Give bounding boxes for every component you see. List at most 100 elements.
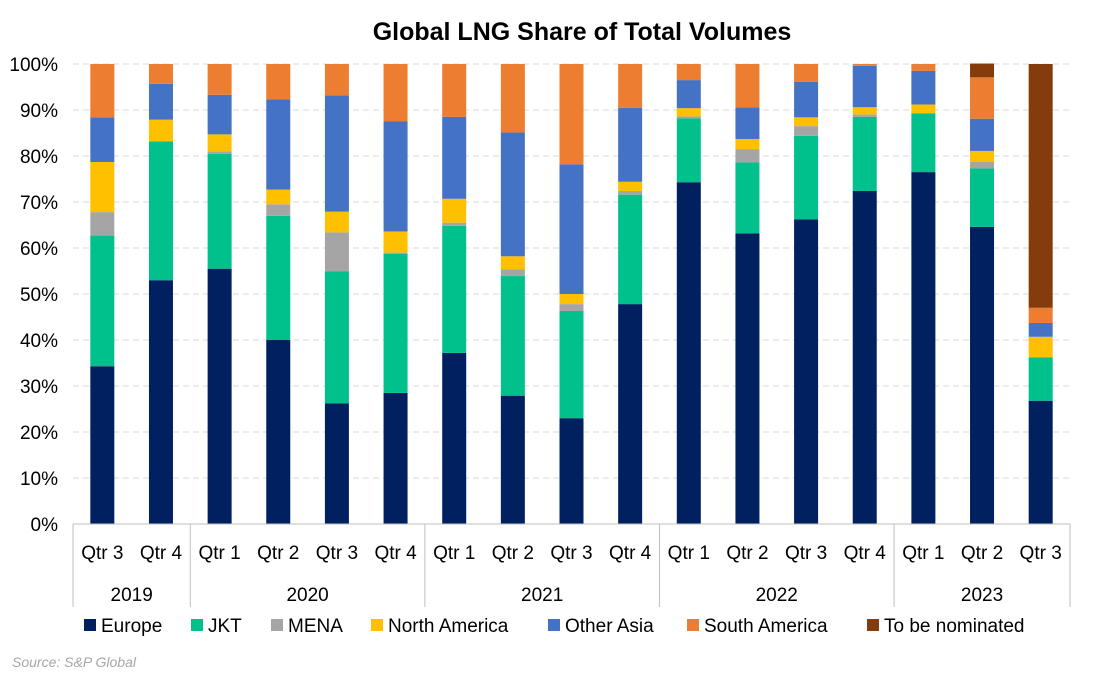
bar-segment — [90, 212, 115, 236]
source-note: Source: S&P Global — [12, 654, 137, 670]
bar-segment — [676, 182, 701, 524]
bar-segment — [794, 117, 819, 127]
bar-segment — [207, 134, 232, 152]
x-tick-label: Qtr 4 — [609, 543, 652, 564]
x-tick-label: Qtr 4 — [140, 543, 183, 564]
y-tick-label: 40% — [20, 331, 58, 352]
y-tick-label: 50% — [20, 285, 58, 306]
bar-segment — [852, 64, 877, 66]
bar-segment — [148, 119, 173, 142]
bar-segment — [383, 252, 408, 254]
bar-segment — [90, 366, 115, 524]
bar-segment — [559, 164, 584, 294]
bar-segment — [676, 118, 701, 183]
bar-segment — [970, 63, 995, 78]
bar-segment — [970, 226, 995, 524]
x-tick-label: Qtr 1 — [668, 543, 710, 564]
bar-segment — [735, 149, 760, 163]
bar-segment — [207, 94, 232, 135]
chart-title: Global LNG Share of Total Volumes — [373, 18, 792, 46]
legend-label: South America — [704, 616, 828, 637]
bar-segment — [207, 268, 232, 524]
x-tick-label: Qtr 4 — [844, 543, 887, 564]
x-group-label: 2022 — [756, 585, 798, 606]
bar-segment — [970, 77, 995, 119]
legend: Europe JKT MENA North America Other Asia Sout… — [84, 616, 1025, 637]
x-tick-label: Qtr 1 — [199, 543, 241, 564]
bar-segment — [618, 190, 643, 195]
bar-segment — [383, 253, 408, 393]
bar-segment — [383, 392, 408, 524]
legend-swatch — [84, 619, 96, 631]
legend-swatch — [548, 619, 560, 631]
legend-swatch — [191, 619, 203, 631]
x-group-label: 2019 — [111, 585, 153, 606]
bar-segment — [970, 168, 995, 227]
bar-segment — [852, 114, 877, 117]
y-tick-label: 30% — [20, 377, 58, 398]
bar-segment — [1028, 64, 1053, 308]
legend-item: JKT — [191, 616, 242, 637]
y-tick-label: 60% — [20, 239, 58, 260]
bar-segment — [148, 141, 173, 281]
y-tick-label: 20% — [20, 423, 58, 444]
bar-segment — [500, 269, 525, 277]
bar-segment — [500, 132, 525, 257]
legend-label: MENA — [288, 616, 343, 637]
bar-segment — [90, 64, 115, 118]
legend-swatch — [271, 619, 283, 631]
bar-segment — [618, 181, 643, 191]
legend-item: MENA — [271, 616, 343, 637]
bar-segment — [794, 135, 819, 220]
bar-segment — [911, 113, 936, 173]
bar-segment — [442, 64, 467, 117]
bar-segment — [676, 64, 701, 81]
legend-item: North America — [371, 616, 509, 637]
bar-segment — [266, 215, 291, 340]
bar-segment — [1028, 336, 1053, 358]
bar-segment — [442, 222, 467, 226]
bar-segment — [324, 232, 349, 272]
x-tick-label: Qtr 3 — [1020, 543, 1062, 564]
x-tick-label: Qtr 3 — [550, 543, 592, 564]
bar-segment — [148, 280, 173, 524]
legend-swatch — [867, 619, 879, 631]
bar-segment — [442, 198, 467, 223]
y-tick-label: 100% — [9, 55, 58, 76]
bar-segment — [90, 235, 115, 367]
bar-segment — [794, 126, 819, 136]
y-axis: 0% 10% 20% 30% 40% 50% 60% 70% 80% 90% 100% — [9, 55, 58, 536]
legend-label: JKT — [208, 616, 242, 637]
bar-segment — [559, 294, 584, 305]
legend-swatch — [687, 619, 699, 631]
x-group-label: 2021 — [521, 585, 563, 606]
x-tick-label: Qtr 2 — [726, 543, 768, 564]
bar-segment — [442, 116, 467, 199]
bar-segment — [852, 65, 877, 108]
bar-segment — [794, 81, 819, 118]
x-tick-label: Qtr 3 — [785, 543, 827, 564]
bar-segment — [207, 151, 232, 154]
legend-label: To be nominated — [884, 616, 1025, 637]
legend-label: North America — [388, 616, 509, 637]
bar-segment — [500, 64, 525, 133]
x-axis: Qtr 3 Qtr 4 Qtr 1 Qtr 2 Qtr 3 Qtr 4 Qtr 1 Qtr 2… — [72, 523, 1071, 607]
bar-segment — [735, 233, 760, 524]
bar-segment — [148, 83, 173, 120]
bar-segment — [207, 64, 232, 95]
bar-segment — [148, 64, 173, 84]
bar-segment — [676, 80, 701, 109]
bar-segment — [266, 204, 291, 216]
x-tick-label: Qtr 3 — [316, 543, 358, 564]
bar-segment — [559, 304, 584, 312]
bar-segment — [559, 64, 584, 165]
x-tick-label: Qtr 2 — [961, 543, 1003, 564]
bar-segment — [735, 107, 760, 139]
y-tick-label: 80% — [20, 147, 58, 168]
x-group-label: 2020 — [286, 585, 328, 606]
legend-swatch — [371, 619, 383, 631]
bar-segment — [735, 162, 760, 234]
bar-segment — [911, 70, 936, 105]
y-tick-label: 70% — [20, 193, 58, 214]
